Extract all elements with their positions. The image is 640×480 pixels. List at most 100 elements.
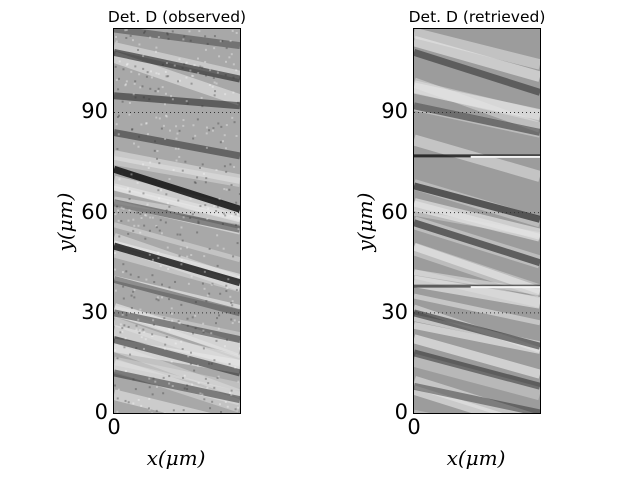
left-speckle xyxy=(226,287,228,289)
left-speckle xyxy=(206,132,208,134)
left-speckle xyxy=(127,233,129,235)
left-speckle xyxy=(138,276,140,278)
left-speckle xyxy=(239,347,240,349)
left-speckle xyxy=(168,206,170,208)
left-speckle xyxy=(187,318,189,320)
left-speckle xyxy=(192,332,194,334)
left-speckle xyxy=(143,96,145,98)
left-speckle xyxy=(180,341,182,343)
left-speckle xyxy=(128,251,130,253)
left-speckle xyxy=(141,85,143,87)
left-y-tick-30: 30 xyxy=(68,302,108,323)
left-speckle xyxy=(225,74,227,76)
left-speckle xyxy=(174,281,176,283)
left-speckle xyxy=(207,382,209,384)
left-speckle xyxy=(184,388,186,390)
left-speckle xyxy=(116,123,118,125)
left-speckle xyxy=(220,40,222,42)
left-speckle xyxy=(143,348,145,350)
left-speckle xyxy=(231,304,233,306)
left-speckle xyxy=(218,328,220,330)
left-speckle xyxy=(164,348,166,350)
left-speckle xyxy=(155,51,157,53)
left-speckle xyxy=(195,327,197,329)
left-speckle xyxy=(171,320,173,322)
left-speckle xyxy=(118,133,120,135)
left-speckle xyxy=(213,77,215,79)
left-speckle xyxy=(195,182,197,184)
left-speckle xyxy=(122,314,124,316)
left-speckle xyxy=(157,252,159,254)
left-speckle xyxy=(153,324,155,326)
left-speckle xyxy=(151,76,153,78)
left-speckle xyxy=(118,178,120,180)
left-speckle xyxy=(121,327,123,329)
left-speckle xyxy=(238,321,240,323)
left-speckle xyxy=(135,347,137,349)
left-speckle xyxy=(117,88,119,90)
left-speckle xyxy=(182,119,184,121)
left-speckle xyxy=(180,226,182,228)
left-speckle xyxy=(130,35,132,37)
left-speckle xyxy=(208,293,210,295)
left-speckle xyxy=(158,162,160,164)
left-plot-title: Det. D (observed) xyxy=(96,8,258,26)
left-y-tick-60: 60 xyxy=(68,202,108,223)
left-speckle xyxy=(162,86,164,88)
left-speckle xyxy=(132,378,134,380)
left-speckle xyxy=(122,263,124,265)
left-speckle xyxy=(121,331,123,333)
left-speckle xyxy=(134,80,136,82)
left-speckle xyxy=(143,331,145,333)
left-speckle xyxy=(124,29,126,31)
left-speckle xyxy=(237,242,239,244)
left-speckle xyxy=(198,30,200,32)
left-speckle xyxy=(187,325,189,327)
left-speckle xyxy=(206,127,208,129)
left-speckle xyxy=(213,205,215,207)
left-speckle xyxy=(161,284,163,286)
left-speckle xyxy=(225,285,227,287)
left-speckle xyxy=(157,296,159,298)
left-speckle xyxy=(180,263,182,265)
left-speckle xyxy=(162,64,164,66)
left-speckle xyxy=(218,55,220,57)
left-speckle xyxy=(212,130,214,132)
left-speckle xyxy=(122,68,124,70)
left-speckle xyxy=(182,67,184,69)
left-speckle xyxy=(160,265,162,267)
left-speckle xyxy=(168,375,170,377)
left-speckle xyxy=(172,30,174,32)
left-speckle xyxy=(226,339,228,341)
left-speckle xyxy=(229,392,231,394)
left-speckle xyxy=(187,103,189,105)
left-speckle xyxy=(140,124,142,126)
left-speckle xyxy=(152,378,154,380)
left-speckle xyxy=(190,40,192,42)
left-speckle xyxy=(123,324,125,326)
left-speckle xyxy=(128,401,130,403)
left-speckle xyxy=(119,331,121,333)
left-speckle xyxy=(185,77,187,79)
left-speckle xyxy=(148,398,150,400)
left-speckle xyxy=(177,80,179,82)
left-speckle xyxy=(158,299,160,301)
left-speckle xyxy=(164,138,166,140)
left-speckle xyxy=(230,394,232,396)
left-speckle xyxy=(233,166,235,168)
right-y-tick-30: 30 xyxy=(368,302,408,323)
left-speckle xyxy=(235,202,237,204)
left-speckle xyxy=(232,322,234,324)
left-speckle xyxy=(214,90,216,92)
left-speckle xyxy=(233,77,235,79)
left-speckle xyxy=(212,86,214,88)
left-speckle xyxy=(225,171,227,173)
left-speckle xyxy=(144,238,146,240)
left-speckle xyxy=(132,39,134,41)
left-speckle xyxy=(133,289,135,291)
left-speckle xyxy=(224,214,226,216)
left-speckle xyxy=(138,399,140,401)
left-speckle xyxy=(114,384,116,386)
left-speckle xyxy=(217,245,219,247)
left-speckle xyxy=(156,158,158,160)
